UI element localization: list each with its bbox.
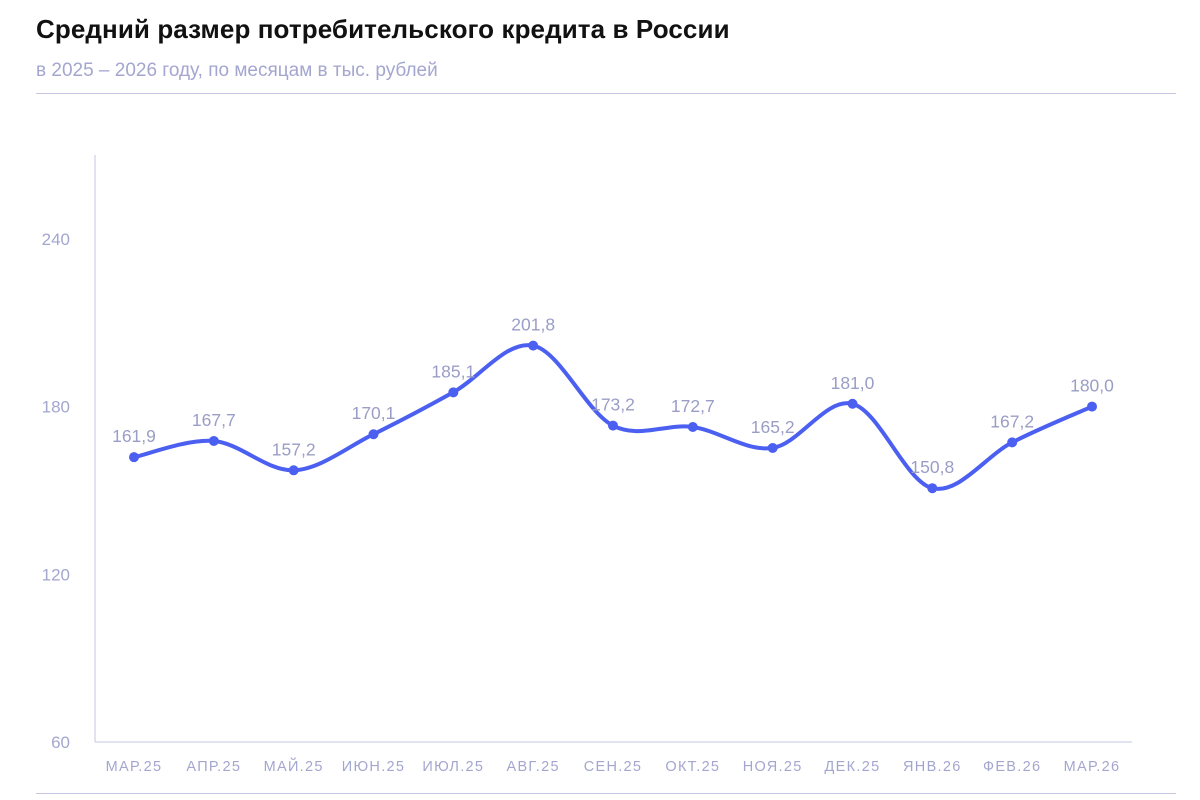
y-tick-label: 60 xyxy=(51,733,70,752)
data-label: 165,2 xyxy=(751,417,795,437)
x-tick-label: ФЕВ.26 xyxy=(983,759,1041,775)
x-tick-label: СЕН.25 xyxy=(584,759,643,775)
data-label: 170,1 xyxy=(352,403,396,423)
x-axis: МАР.25 АПР.25 МАЙ.25 ИЮН.25 ИЮЛ.25 АВГ.25 СЕН.… xyxy=(95,741,1132,775)
data-point xyxy=(288,465,299,476)
x-tick-label: МАЙ.25 xyxy=(264,757,324,775)
data-label: 180,0 xyxy=(1070,376,1114,396)
data-label: 167,7 xyxy=(192,410,236,430)
x-tick-label: ОКТ.25 xyxy=(665,759,720,775)
y-axis: 60 120 180 240 xyxy=(42,155,96,752)
data-label: 185,1 xyxy=(431,361,475,381)
data-point xyxy=(1007,437,1018,448)
data-label: 157,2 xyxy=(272,439,316,459)
data-point xyxy=(129,452,139,463)
data-point xyxy=(608,420,618,431)
data-point xyxy=(208,435,219,446)
data-point xyxy=(847,398,858,409)
data-point xyxy=(767,442,778,453)
data-label: 201,8 xyxy=(511,315,555,335)
y-tick-label: 240 xyxy=(42,230,70,249)
data-label: 181,0 xyxy=(831,373,875,393)
header-divider xyxy=(36,93,1176,94)
data-labels: 161,9 167,7 157,2 170,1 185,1 201,8 173,2 172,7… xyxy=(112,315,1114,478)
data-label: 150,8 xyxy=(910,457,954,477)
data-label: 173,2 xyxy=(591,395,635,415)
chart-title: Средний размер потребительского кредита … xyxy=(36,14,730,44)
data-point xyxy=(687,421,698,432)
data-point xyxy=(368,429,379,440)
data-point xyxy=(1087,401,1097,412)
chart-subtitle: в 2025 – 2026 году, по месяцам в тыс. ру… xyxy=(36,60,438,81)
data-point xyxy=(927,483,938,494)
data-label: 161,9 xyxy=(112,426,156,446)
x-tick-label: АВГ.25 xyxy=(506,759,559,775)
x-tick-label: НОЯ.25 xyxy=(743,759,803,775)
series xyxy=(129,340,1097,494)
data-point xyxy=(448,387,459,398)
x-tick-label: АПР.25 xyxy=(186,759,241,775)
x-tick-label: ИЮН.25 xyxy=(342,759,406,775)
data-label: 167,2 xyxy=(990,411,1034,431)
x-tick-label: ДЕК.25 xyxy=(825,759,881,775)
data-point xyxy=(528,340,539,351)
footer-divider xyxy=(36,793,1176,794)
y-tick-label: 120 xyxy=(42,565,70,584)
data-label: 172,7 xyxy=(671,396,715,416)
x-tick-label: ИЮЛ.25 xyxy=(422,759,484,775)
x-tick-label: МАР.25 xyxy=(106,759,163,775)
x-tick-label: МАР.26 xyxy=(1064,759,1121,775)
y-tick-label: 180 xyxy=(42,398,70,417)
x-tick-label: ЯНВ.26 xyxy=(903,759,962,775)
